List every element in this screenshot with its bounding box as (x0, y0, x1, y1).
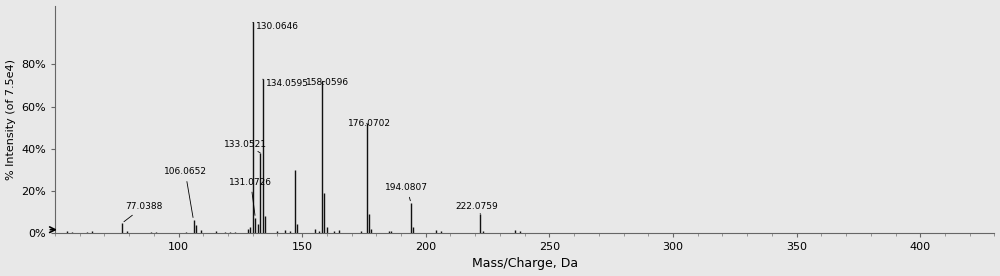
Y-axis label: % Intensity (of 7.5e4): % Intensity (of 7.5e4) (6, 59, 16, 180)
Text: 130.0646: 130.0646 (253, 22, 299, 31)
Text: 133.0521: 133.0521 (224, 140, 267, 153)
Text: 134.0595: 134.0595 (263, 79, 309, 88)
Text: 222.0759: 222.0759 (455, 202, 498, 214)
Text: 77.0388: 77.0388 (124, 202, 163, 222)
Text: 176.0702: 176.0702 (348, 119, 391, 128)
Text: 158.0596: 158.0596 (306, 78, 349, 87)
Text: 194.0807: 194.0807 (385, 183, 428, 201)
X-axis label: Mass/Charge, Da: Mass/Charge, Da (472, 258, 578, 270)
Text: 106.0652: 106.0652 (164, 167, 207, 217)
Text: 131.0726: 131.0726 (229, 177, 272, 215)
